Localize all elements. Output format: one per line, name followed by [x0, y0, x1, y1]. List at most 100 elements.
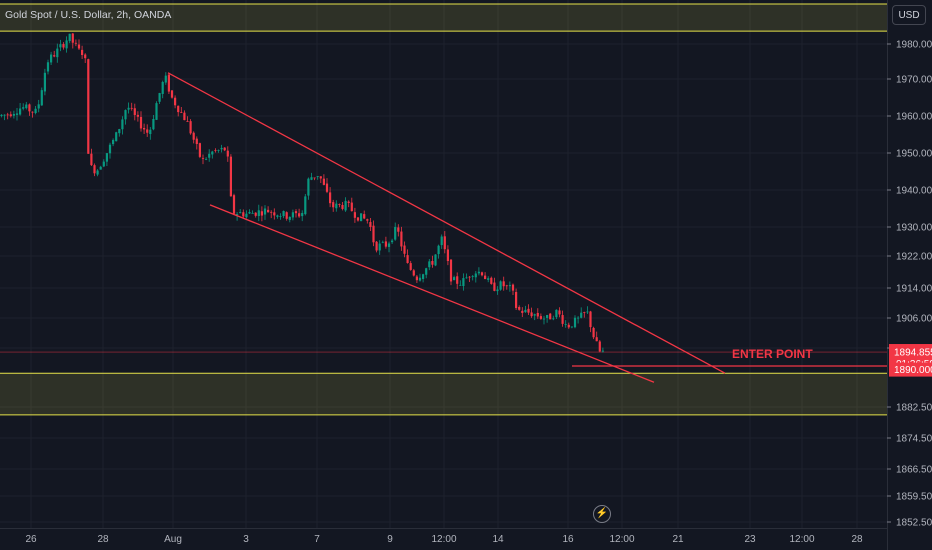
candle-86 [267, 206, 270, 213]
candle-150 [465, 273, 468, 279]
candle-140 [434, 254, 437, 267]
candle-112 [347, 200, 350, 208]
candle-181 [561, 310, 564, 327]
candle-43 [133, 103, 136, 121]
candle-18 [56, 43, 59, 63]
candle-168 [521, 307, 524, 318]
candle-129 [400, 226, 403, 251]
candle-33 [102, 159, 105, 168]
price-tick-label-11: 1874.500 [896, 434, 932, 445]
candle-173 [536, 308, 539, 319]
candle-58 [180, 107, 183, 114]
candle-81 [251, 210, 254, 214]
candle-37 [115, 131, 118, 142]
candle-161 [499, 280, 502, 291]
candle-92 [285, 211, 288, 221]
candle-79 [245, 210, 248, 219]
price-tick-label-12: 1866.500 [896, 465, 932, 476]
candle-62 [192, 131, 195, 144]
candle-2 [6, 112, 9, 120]
candle-63 [195, 136, 198, 150]
candle-44 [136, 111, 139, 122]
candle-165 [511, 283, 515, 295]
candle-54 [167, 72, 170, 95]
candle-156 [484, 272, 487, 280]
time-tick-label-2: Aug [164, 534, 182, 545]
time-tick-label-4: 7 [314, 534, 320, 545]
price-tick-label-1: 1970.000 [896, 75, 932, 86]
candle-56 [174, 95, 177, 109]
price-tick-label-5: 1930.000 [896, 223, 932, 234]
candle-97 [301, 210, 304, 222]
candle-64 [198, 142, 201, 159]
candle-123 [381, 240, 384, 244]
price-tick-label-7: 1914.000 [896, 284, 932, 295]
candle-141 [437, 244, 440, 259]
candle-0 [0, 114, 3, 118]
price-tick-label-3: 1950.000 [896, 149, 932, 160]
candle-177 [549, 312, 552, 320]
time-tick-label-13: 28 [851, 534, 863, 545]
candle-101 [313, 177, 316, 181]
price-tick-label-14: 1852.500 [896, 518, 932, 529]
candle-38 [118, 128, 121, 137]
candle-191 [592, 326, 595, 340]
candle-188 [583, 311, 586, 318]
candle-102 [316, 175, 319, 180]
candle-132 [409, 260, 412, 271]
time-tick-label-0: 26 [25, 534, 37, 545]
candle-53 [164, 72, 167, 85]
candle-89 [276, 214, 279, 219]
candle-45 [139, 111, 143, 132]
lightning-icon[interactable]: ⚡ [593, 505, 611, 523]
candle-142 [440, 234, 443, 249]
candle-8 [25, 101, 28, 110]
candle-5 [15, 107, 19, 121]
candle-14 [43, 68, 46, 96]
candle-135 [418, 273, 422, 282]
candle-16 [50, 51, 53, 65]
candle-124 [384, 236, 387, 249]
candle-104 [322, 174, 325, 186]
candle-163 [505, 284, 508, 290]
candle-187 [580, 307, 583, 319]
candle-10 [31, 111, 34, 118]
candle-47 [146, 124, 149, 137]
candle-24 [74, 39, 77, 47]
candle-98 [304, 193, 307, 216]
zone-1 [0, 373, 887, 415]
candle-99 [307, 177, 310, 200]
candle-61 [189, 119, 192, 135]
candle-27 [84, 53, 87, 64]
candle-20 [62, 42, 65, 50]
candle-128 [397, 224, 400, 237]
level-price-value: 1890.000 [894, 365, 932, 376]
candle-13 [40, 87, 43, 106]
candle-42 [130, 102, 133, 111]
channel-lower-line[interactable] [209, 204, 655, 383]
candle-26 [81, 45, 84, 60]
candle-87 [270, 210, 273, 219]
currency-button[interactable]: USD [892, 5, 926, 25]
candle-105 [325, 178, 329, 194]
candle-85 [263, 205, 267, 220]
candle-127 [394, 222, 397, 241]
candle-90 [279, 213, 282, 220]
candle-138 [428, 259, 431, 271]
candle-95 [294, 209, 298, 218]
candle-28 [87, 58, 90, 154]
candle-172 [533, 313, 536, 321]
channel-upper-line[interactable] [167, 72, 726, 374]
time-axis[interactable]: 26 28 Aug 3 7 9 12:00 14 16 12:00 21 23 12:00 28 [0, 528, 887, 546]
price-axis[interactable]: 1980.000 1970.000 1960.000 1950.000 1940.000… [887, 0, 932, 550]
candle-151 [468, 275, 471, 283]
candle-94 [291, 209, 294, 221]
candle-162 [502, 276, 505, 291]
candle-40 [124, 109, 127, 125]
candle-110 [341, 201, 344, 211]
candle-158 [490, 276, 493, 285]
candle-113 [350, 197, 353, 212]
candle-78 [242, 209, 245, 219]
candle-139 [431, 255, 434, 268]
